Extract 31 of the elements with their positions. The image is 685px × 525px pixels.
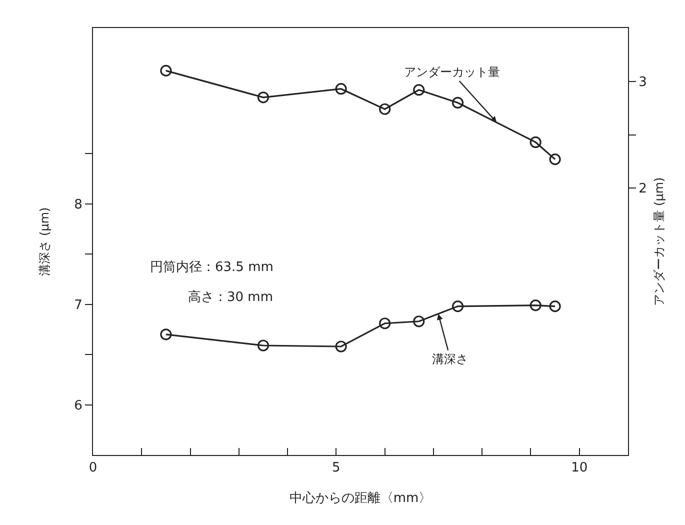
- point: [549, 154, 561, 166]
- y-axis-title: 溝深さ (µm): [37, 207, 52, 276]
- point: [549, 300, 561, 312]
- text: 溝深さ: [432, 352, 468, 366]
- y-tick-label: 8: [74, 197, 82, 212]
- point: [257, 340, 270, 352]
- y-tick-label: 6: [74, 398, 82, 414]
- point: [335, 83, 347, 95]
- x-tick-label: 5: [332, 460, 340, 476]
- y2-axis-title: アンダーカット量 (µm): [652, 177, 666, 306]
- point: [379, 318, 391, 330]
- y2-tick-label: 3: [638, 74, 647, 90]
- point: [452, 96, 464, 109]
- point: [452, 300, 464, 312]
- x-tick-label: 0: [88, 460, 98, 476]
- point: [530, 136, 542, 148]
- point: [257, 92, 270, 104]
- point: [335, 340, 347, 352]
- y-tick-label: 7: [74, 298, 82, 313]
- annotation: 円筒内径：63.5 mm: [150, 260, 274, 275]
- point: [379, 103, 391, 115]
- x-tick-label: 10: [571, 460, 588, 476]
- annotation: 高さ：30 mm: [188, 289, 274, 305]
- point: [160, 64, 172, 76]
- y2-tick-label: 2: [638, 182, 647, 197]
- point: [413, 316, 425, 328]
- point: [413, 84, 425, 96]
- x-axis-title: 中心からの距離〈mm〉: [289, 490, 432, 506]
- point: [530, 300, 542, 312]
- point: [160, 328, 172, 340]
- series-label: アンダーカット量: [404, 65, 500, 79]
